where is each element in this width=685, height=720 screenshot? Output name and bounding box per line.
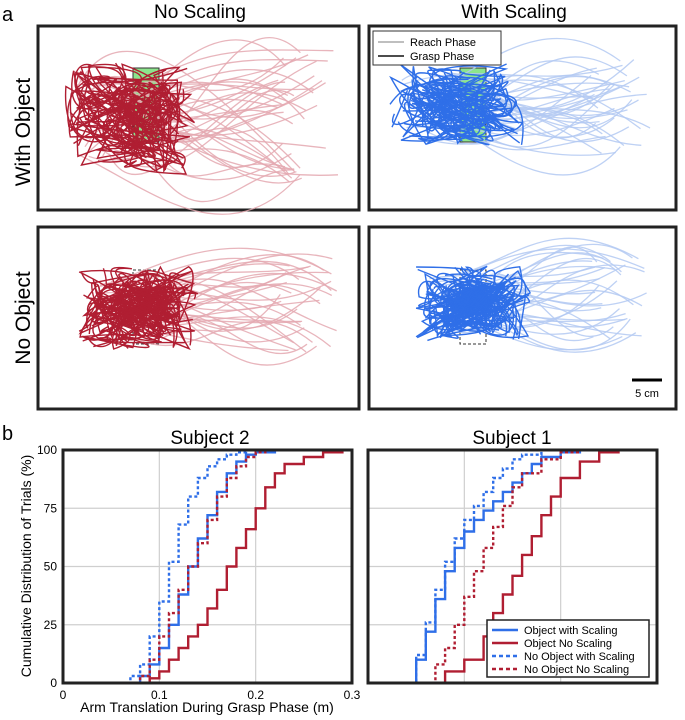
y-tick-label: 0	[50, 676, 57, 690]
chart-frame-subject-2	[61, 448, 354, 685]
y-axis-label: Cumulative Distribution of Trials (%)	[18, 455, 34, 678]
legend-label: No Object with Scaling	[524, 651, 635, 663]
trajectories-red-no-object	[78, 247, 338, 366]
grasp-trajectory	[431, 63, 517, 116]
x-tick-label: 0.3	[344, 688, 361, 702]
grasp-trajectory	[424, 286, 525, 342]
grasp-trajectory	[99, 268, 197, 341]
grasp-trajectory	[77, 82, 185, 146]
reach-trajectory	[485, 84, 615, 148]
legend-label: Object with Scaling	[524, 625, 618, 637]
grasp-trajectory	[73, 71, 184, 159]
y-tick-label: 50	[44, 560, 58, 574]
reach-trajectory	[495, 315, 631, 351]
panel-a-letter: a	[2, 4, 14, 26]
grasp-trajectory	[84, 78, 188, 175]
reach-trajectory	[135, 98, 279, 144]
grasp-trajectory	[68, 83, 168, 144]
reach-trajectory	[92, 84, 302, 184]
y-tick-label: 100	[37, 443, 57, 457]
grasp-trajectory	[87, 287, 193, 348]
grasp-trajectory	[78, 81, 174, 150]
grasp-trajectory	[429, 65, 509, 132]
reach-trajectory	[76, 153, 301, 215]
grasp-trajectory	[109, 295, 149, 328]
trajectories-red-with-object	[65, 36, 339, 215]
grasp-trajectory	[422, 265, 488, 333]
cdf-series-no-object-no-scaling	[120, 448, 295, 685]
reach-trajectory	[133, 320, 313, 347]
col-label-with-scaling: With Scaling	[461, 2, 567, 23]
trajectories-blue-with-object	[389, 38, 651, 176]
y-tick-label: 25	[44, 618, 58, 632]
reach-trajectory	[74, 68, 314, 100]
series-subject-1	[406, 448, 620, 685]
x-axis-label: Arm Translation During Grasp Phase (m)	[80, 699, 334, 715]
x-tick-label: 0.2	[247, 688, 264, 702]
reach-trajectory	[438, 264, 645, 334]
series-subject-2	[111, 448, 344, 685]
x-tick-label: 0	[60, 688, 67, 702]
grasp-trajectory	[79, 268, 169, 338]
chart-title-subject-2: Subject 2	[170, 428, 249, 449]
col-label-no-scaling: No Scaling	[154, 2, 246, 23]
ticks-subject-2: 0 0.1 0.2 0.3 0 25 50 75 100	[37, 443, 361, 702]
reach-trajectory	[497, 251, 604, 276]
grasp-trajectory	[90, 272, 168, 319]
panel-b-letter: b	[2, 423, 13, 445]
reach-trajectory	[108, 81, 286, 175]
grasp-trajectory	[130, 291, 173, 343]
reach-trajectory	[163, 158, 286, 177]
legend-label: Object No Scaling	[524, 638, 612, 650]
cdf-series-object-no-scaling	[130, 450, 344, 685]
x-tick-label: 0.1	[151, 688, 168, 702]
grasp-trajectory	[87, 93, 179, 148]
reach-trajectory	[160, 294, 281, 340]
scale-bar-label: 5 cm	[635, 388, 659, 400]
reach-trajectory	[457, 106, 602, 154]
cdf-series-no-object-with-scaling	[406, 448, 600, 685]
reach-phase-label: Reach Phase	[410, 37, 476, 49]
trajectories-blue-no-object	[415, 237, 647, 353]
row-label-with-object: With Object	[12, 78, 35, 187]
reach-trajectory	[150, 161, 295, 203]
reach-trajectory	[460, 127, 621, 176]
grasp-phase-label: Grasp Phase	[410, 51, 474, 63]
y-tick-label: 75	[44, 501, 58, 515]
legend-label: No Object No Scaling	[524, 664, 629, 676]
reach-trajectory	[405, 93, 647, 145]
cdf-series-object-no-scaling	[425, 450, 620, 685]
cdf-series-no-object-with-scaling	[111, 448, 275, 685]
grid-subject-2	[63, 450, 352, 683]
cdf-series-no-object-no-scaling	[416, 448, 609, 685]
reach-trajectory	[130, 49, 334, 95]
row-label-no-object: No Object	[12, 271, 35, 365]
reach-trajectory	[166, 278, 337, 332]
grasp-trajectory	[409, 85, 504, 138]
grasp-trajectory	[457, 290, 515, 336]
chart-title-subject-1: Subject 1	[472, 428, 551, 449]
phase-legend-box	[372, 30, 502, 66]
chart-frame-subject-1	[366, 448, 659, 685]
reach-trajectory	[482, 273, 614, 337]
grasp-trajectory	[412, 66, 469, 141]
cdf-series-object-with-scaling	[116, 448, 343, 685]
reach-trajectory	[156, 127, 290, 175]
grasp-trajectory	[428, 70, 507, 138]
grasp-trajectory	[73, 66, 166, 143]
reach-trajectory	[90, 75, 297, 178]
